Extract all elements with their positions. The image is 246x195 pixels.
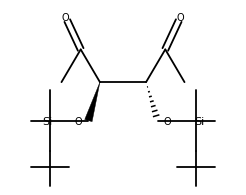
Text: Si: Si [194, 117, 204, 127]
Text: O: O [164, 117, 171, 127]
Text: Si: Si [42, 117, 52, 127]
Text: O: O [177, 13, 184, 23]
Text: O: O [75, 117, 82, 127]
Polygon shape [85, 82, 100, 122]
Text: O: O [62, 13, 69, 23]
